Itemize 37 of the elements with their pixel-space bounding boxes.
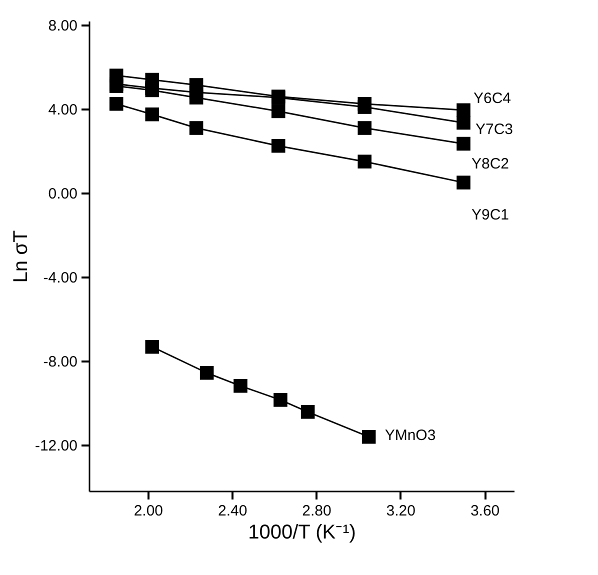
point <box>109 96 124 111</box>
point <box>145 340 160 354</box>
series-label: Y9C1 <box>472 206 510 224</box>
point <box>456 136 470 151</box>
point <box>362 430 376 444</box>
x-tick-label: 3.20 <box>386 502 416 520</box>
series-label: Y6C4 <box>474 90 512 108</box>
point <box>456 176 470 190</box>
point <box>189 121 204 135</box>
x-tick-label: 3.60 <box>470 502 500 520</box>
point <box>456 116 470 130</box>
y-tick-label: 8.00 <box>48 18 78 35</box>
y-axis-title: Ln σT <box>10 230 32 283</box>
point <box>358 100 372 114</box>
point <box>234 378 248 393</box>
x-tick-label: 2.80 <box>302 502 332 520</box>
point <box>274 393 288 407</box>
y-tick-label: -12.00 <box>34 437 78 454</box>
series-label: Y7C3 <box>476 120 514 138</box>
series-label: YMnO3 <box>384 426 436 444</box>
x-axis-title: 1000/T (K⁻¹) <box>248 522 356 544</box>
point <box>300 405 315 419</box>
y-tick-label: 4.00 <box>48 102 78 119</box>
point <box>456 103 470 118</box>
y-tick-label: -8.00 <box>43 353 78 370</box>
point <box>271 138 286 153</box>
point <box>271 104 286 118</box>
point <box>200 366 214 380</box>
series-label: Y8C2 <box>472 156 510 173</box>
x-tick-label: 2.00 <box>134 502 164 520</box>
point <box>358 121 372 135</box>
point <box>189 90 204 104</box>
y-tick-label: -4.00 <box>43 269 78 286</box>
point <box>358 154 372 168</box>
x-tick-label: 2.40 <box>218 502 248 520</box>
point <box>145 107 160 122</box>
y-tick-label: 0.00 <box>48 186 78 203</box>
